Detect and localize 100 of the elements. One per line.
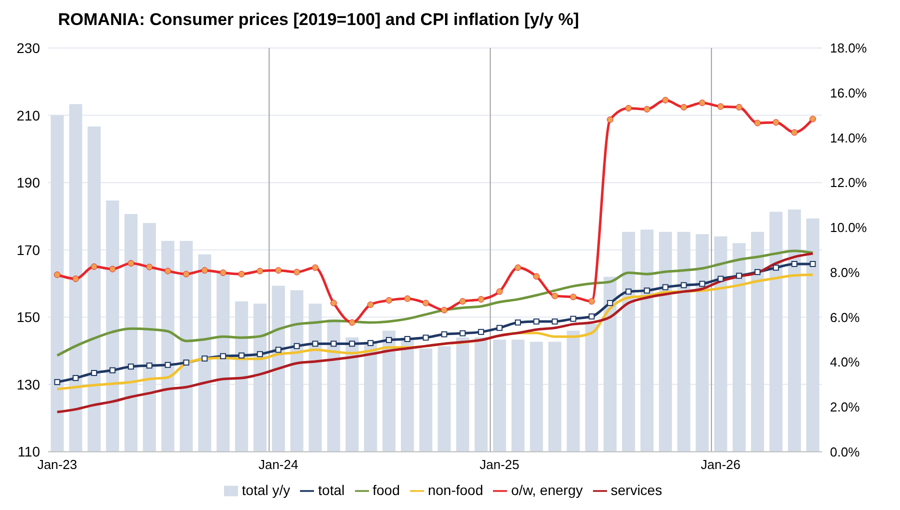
- point: [367, 301, 374, 308]
- bar: [290, 290, 304, 452]
- point: [275, 346, 282, 353]
- bar: [106, 200, 120, 452]
- x-tick-label: Jan-26: [700, 456, 741, 472]
- point: [404, 336, 410, 342]
- point: [312, 264, 318, 271]
- point: [459, 298, 466, 305]
- y-tick-label: 150: [16, 309, 40, 326]
- bar: [400, 337, 414, 452]
- point: [810, 116, 816, 122]
- bar: [732, 243, 746, 452]
- point: [348, 319, 356, 326]
- point: [514, 320, 521, 326]
- point: [109, 266, 116, 272]
- point: [791, 260, 798, 267]
- bar: [585, 324, 598, 452]
- point: [90, 263, 98, 270]
- point: [238, 352, 244, 358]
- point: [496, 288, 503, 295]
- point: [256, 268, 264, 274]
- legend-label: food: [372, 482, 400, 498]
- bar: [622, 232, 636, 452]
- point: [256, 351, 263, 358]
- point: [478, 328, 484, 335]
- point: [810, 260, 816, 267]
- bar: [327, 319, 340, 452]
- point: [680, 282, 687, 288]
- bar: [180, 240, 193, 452]
- point: [662, 96, 669, 104]
- legend-label: o/w, energy: [511, 482, 583, 498]
- point: [772, 119, 780, 126]
- y2-tick-label: 16.0%: [830, 85, 868, 100]
- point: [146, 362, 152, 369]
- point: [791, 129, 798, 136]
- y2-tick-label: 0.0%: [830, 444, 860, 460]
- point: [146, 264, 153, 270]
- point: [644, 106, 650, 112]
- y2-tick-label: 2.0%: [830, 399, 860, 414]
- y-tick-label: 230: [16, 40, 40, 56]
- point: [698, 100, 706, 106]
- bar: [124, 214, 138, 452]
- bar: [714, 236, 728, 452]
- point: [440, 306, 448, 314]
- point: [441, 331, 448, 338]
- point: [514, 264, 522, 271]
- point: [754, 269, 760, 276]
- point: [164, 362, 171, 368]
- bar: [751, 232, 764, 452]
- point: [754, 120, 761, 126]
- point: [386, 337, 392, 344]
- y-tick-label: 130: [16, 376, 40, 392]
- bar: [658, 232, 672, 452]
- legend-label: total y/y: [242, 482, 290, 498]
- bar: [788, 209, 801, 452]
- point: [680, 104, 688, 110]
- point: [478, 296, 484, 303]
- point: [533, 273, 540, 280]
- point: [460, 330, 466, 336]
- point: [183, 360, 190, 366]
- point: [182, 270, 190, 278]
- point: [164, 268, 172, 274]
- legend-label: services: [610, 482, 662, 498]
- point: [588, 298, 595, 305]
- point: [110, 367, 116, 374]
- point: [772, 264, 779, 271]
- bar: [198, 254, 212, 452]
- point: [496, 324, 502, 331]
- point: [422, 334, 429, 341]
- bar: [382, 330, 396, 452]
- bar: [640, 230, 654, 452]
- point: [570, 294, 576, 300]
- point: [220, 269, 226, 276]
- bar: [308, 304, 322, 452]
- point: [570, 316, 576, 322]
- bar: [604, 276, 617, 452]
- point: [533, 318, 540, 325]
- bar: [438, 346, 451, 452]
- line-series: [56, 252, 814, 414]
- point: [422, 300, 430, 306]
- bar: [806, 218, 820, 452]
- point: [644, 288, 650, 294]
- y-tick-label: 210: [16, 107, 40, 124]
- bar: [456, 337, 470, 452]
- bar: [677, 232, 690, 452]
- bar: [50, 115, 64, 452]
- line-series: [56, 250, 814, 357]
- point: [330, 300, 337, 306]
- point: [552, 318, 558, 325]
- bar: [346, 337, 359, 452]
- y2-tick-label: 6.0%: [830, 310, 860, 325]
- legend-label: total: [318, 482, 345, 498]
- bar: [88, 126, 101, 452]
- point: [736, 104, 742, 110]
- point: [275, 267, 282, 274]
- bar: [216, 272, 230, 452]
- y2-tick-label: 14.0%: [830, 130, 868, 146]
- bar: [769, 212, 782, 452]
- point: [626, 288, 632, 295]
- y2-tick-label: 12.0%: [830, 175, 868, 190]
